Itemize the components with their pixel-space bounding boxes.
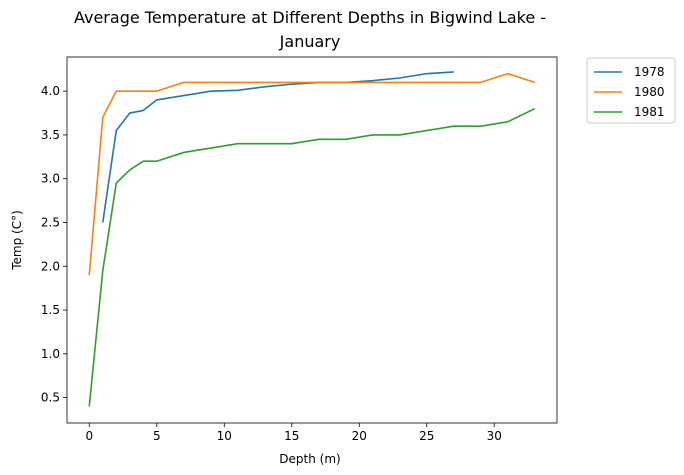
plot-frame — [66, 56, 558, 424]
y-tick-label: 4.0 — [41, 84, 60, 98]
chart-title-line-1: Average Temperature at Different Depths … — [74, 8, 546, 27]
x-tick-label: 0 — [85, 429, 93, 443]
series-line-1981 — [88, 107, 536, 407]
legend: 1978 1980 1981 — [586, 57, 676, 124]
legend-label-1978: 1978 — [634, 65, 665, 79]
chart-title-line-2: January — [279, 32, 341, 51]
plot-lines — [88, 71, 536, 407]
legend-frame — [586, 57, 676, 124]
series-line-1980 — [88, 72, 535, 276]
y-tick-label: 3.5 — [41, 128, 60, 142]
x-axis-label: Depth (m) — [279, 452, 340, 466]
y-tick-label: 1.5 — [41, 303, 60, 317]
x-tick-label: 25 — [419, 429, 434, 443]
x-tick-label: 30 — [487, 429, 502, 443]
y-tick-label: 0.5 — [41, 391, 60, 405]
y-tick-label: 2.5 — [41, 215, 60, 229]
x-tick-label: 10 — [217, 429, 232, 443]
y-axis-label: Temp (C°) — [10, 210, 24, 271]
x-tick-label: 20 — [352, 429, 367, 443]
y-tick-label: 1.0 — [41, 347, 60, 361]
y-tick-label: 2.0 — [41, 259, 60, 273]
x-axis: 0 5 10 15 20 25 30 — [85, 423, 502, 443]
legend-label-1980: 1980 — [634, 85, 665, 99]
y-axis: 0.5 1.0 1.5 2.0 2.5 3.0 3.5 4.0 — [41, 84, 67, 405]
series-line-1978 — [101, 71, 454, 223]
x-tick-label: 5 — [153, 429, 161, 443]
legend-label-1981: 1981 — [634, 105, 665, 119]
x-tick-label: 15 — [284, 429, 299, 443]
y-tick-label: 3.0 — [41, 172, 60, 186]
